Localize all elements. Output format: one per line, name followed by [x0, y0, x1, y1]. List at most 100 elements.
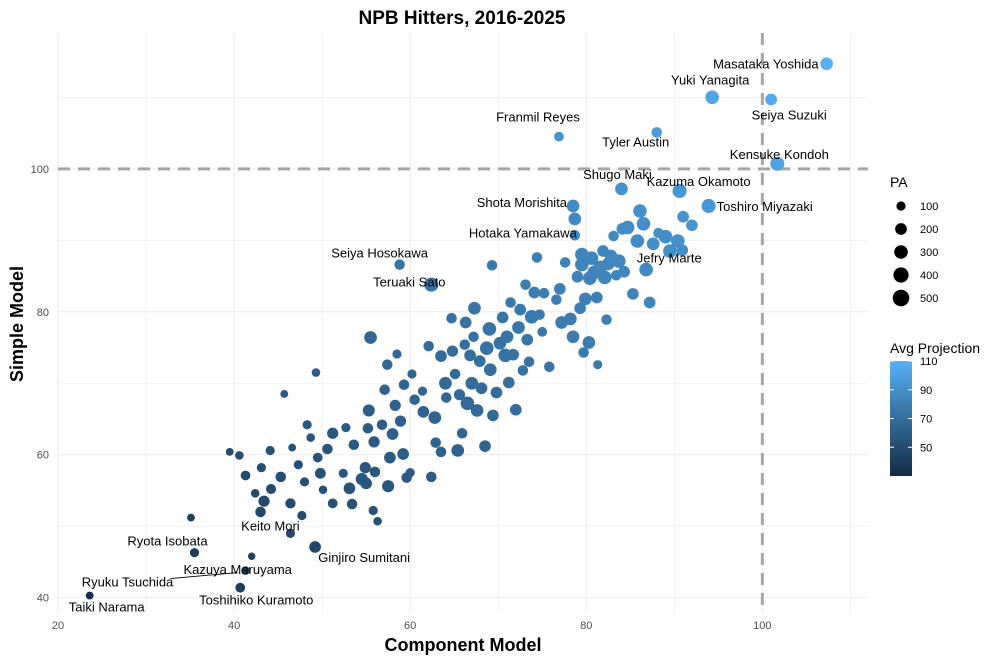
- data-point: [512, 321, 525, 334]
- y-tick-label: 40: [37, 593, 49, 605]
- point-label: Hotaka Yamakawa: [469, 225, 578, 240]
- data-point: [597, 270, 612, 285]
- data-point: [551, 294, 562, 305]
- data-point: [343, 482, 356, 495]
- data-point: [579, 292, 592, 306]
- data-point: [394, 415, 407, 427]
- data-point: [496, 311, 509, 324]
- point-label: Franmil Reyes: [496, 110, 580, 125]
- data-point: [500, 330, 514, 344]
- data-point: [507, 348, 520, 361]
- point-label: Kensuke Kondoh: [730, 147, 829, 162]
- point-label: Toshiro Miyazaki: [717, 199, 813, 214]
- data-point: [397, 448, 409, 460]
- data-point: [475, 382, 488, 395]
- data-point: [311, 368, 321, 377]
- data-point: [346, 498, 358, 510]
- data-point: [517, 365, 529, 376]
- data-point: [453, 389, 466, 401]
- data-point: [544, 361, 555, 373]
- point-label: Shugo Maki: [583, 167, 652, 182]
- data-point: [280, 390, 289, 398]
- data-point: [293, 460, 303, 470]
- data-point: [479, 440, 491, 453]
- data-point: [643, 296, 656, 309]
- data-point: [369, 466, 381, 478]
- data-point: [459, 316, 472, 329]
- point-label: Masataka Yoshida: [713, 57, 819, 72]
- data-point: [389, 399, 401, 412]
- data-point: [85, 591, 94, 600]
- data-point: [398, 379, 410, 390]
- data-point: [765, 93, 777, 106]
- point-label: Seiya Suzuki: [752, 107, 827, 122]
- data-point: [521, 333, 534, 346]
- data-point: [538, 287, 550, 299]
- data-point: [428, 411, 442, 424]
- data-point: [523, 356, 535, 368]
- point-label: Kazuya Maruyama: [184, 562, 293, 577]
- data-point: [348, 439, 360, 451]
- data-point: [314, 467, 326, 479]
- data-point: [571, 270, 584, 283]
- x-tick-label: 20: [52, 620, 64, 632]
- x-axis-ticks: 20 40 60 80 100: [52, 620, 772, 632]
- color-legend: Avg Projection 50 70 90 110: [890, 340, 980, 476]
- data-point: [615, 182, 628, 196]
- data-point: [677, 210, 689, 223]
- data-point: [465, 376, 479, 390]
- data-point: [482, 322, 497, 336]
- data-point: [405, 468, 415, 478]
- size-legend-key: [892, 289, 910, 307]
- point-label: Tyler Austin: [602, 134, 669, 149]
- data-point: [483, 363, 497, 377]
- data-point: [255, 506, 266, 518]
- data-point: [417, 406, 430, 418]
- data-point: [568, 212, 582, 226]
- data-point: [446, 345, 459, 357]
- data-point: [590, 291, 603, 304]
- data-point: [288, 443, 297, 452]
- data-point: [636, 217, 651, 231]
- data-point: [376, 419, 388, 430]
- data-point: [610, 270, 622, 281]
- size-legend-label: 200: [920, 224, 938, 236]
- data-point: [566, 330, 580, 344]
- data-point: [534, 309, 545, 320]
- data-point: [247, 552, 256, 560]
- data-point: [368, 505, 378, 516]
- data-point: [566, 199, 580, 213]
- data-point: [187, 513, 195, 522]
- data-point: [671, 234, 685, 248]
- point-label: Ginjiro Sumitani: [318, 550, 410, 565]
- data-point: [820, 57, 833, 71]
- data-point: [520, 279, 531, 290]
- data-point: [464, 349, 476, 362]
- point-label: Kazuma Okamoto: [647, 174, 751, 189]
- size-legend-key: [894, 245, 908, 259]
- data-point: [309, 541, 321, 553]
- size-legend: PA 100 200 300 400 500: [890, 174, 938, 307]
- data-point: [322, 443, 333, 455]
- data-point: [597, 245, 609, 257]
- data-point: [327, 498, 338, 509]
- data-point: [676, 244, 689, 257]
- data-point: [487, 409, 499, 422]
- data-point: [468, 331, 479, 343]
- data-point: [705, 90, 719, 105]
- color-legend-label: 50: [920, 442, 932, 454]
- data-point: [373, 516, 382, 526]
- data-point: [364, 331, 377, 344]
- data-point: [479, 341, 494, 356]
- data-point: [470, 404, 484, 417]
- data-point: [302, 420, 312, 430]
- data-point: [435, 350, 447, 362]
- data-point: [435, 446, 447, 458]
- data-point: [554, 283, 566, 295]
- data-point: [318, 485, 328, 495]
- label-leader-line: [170, 572, 238, 579]
- data-point: [341, 422, 351, 433]
- data-point: [578, 347, 589, 358]
